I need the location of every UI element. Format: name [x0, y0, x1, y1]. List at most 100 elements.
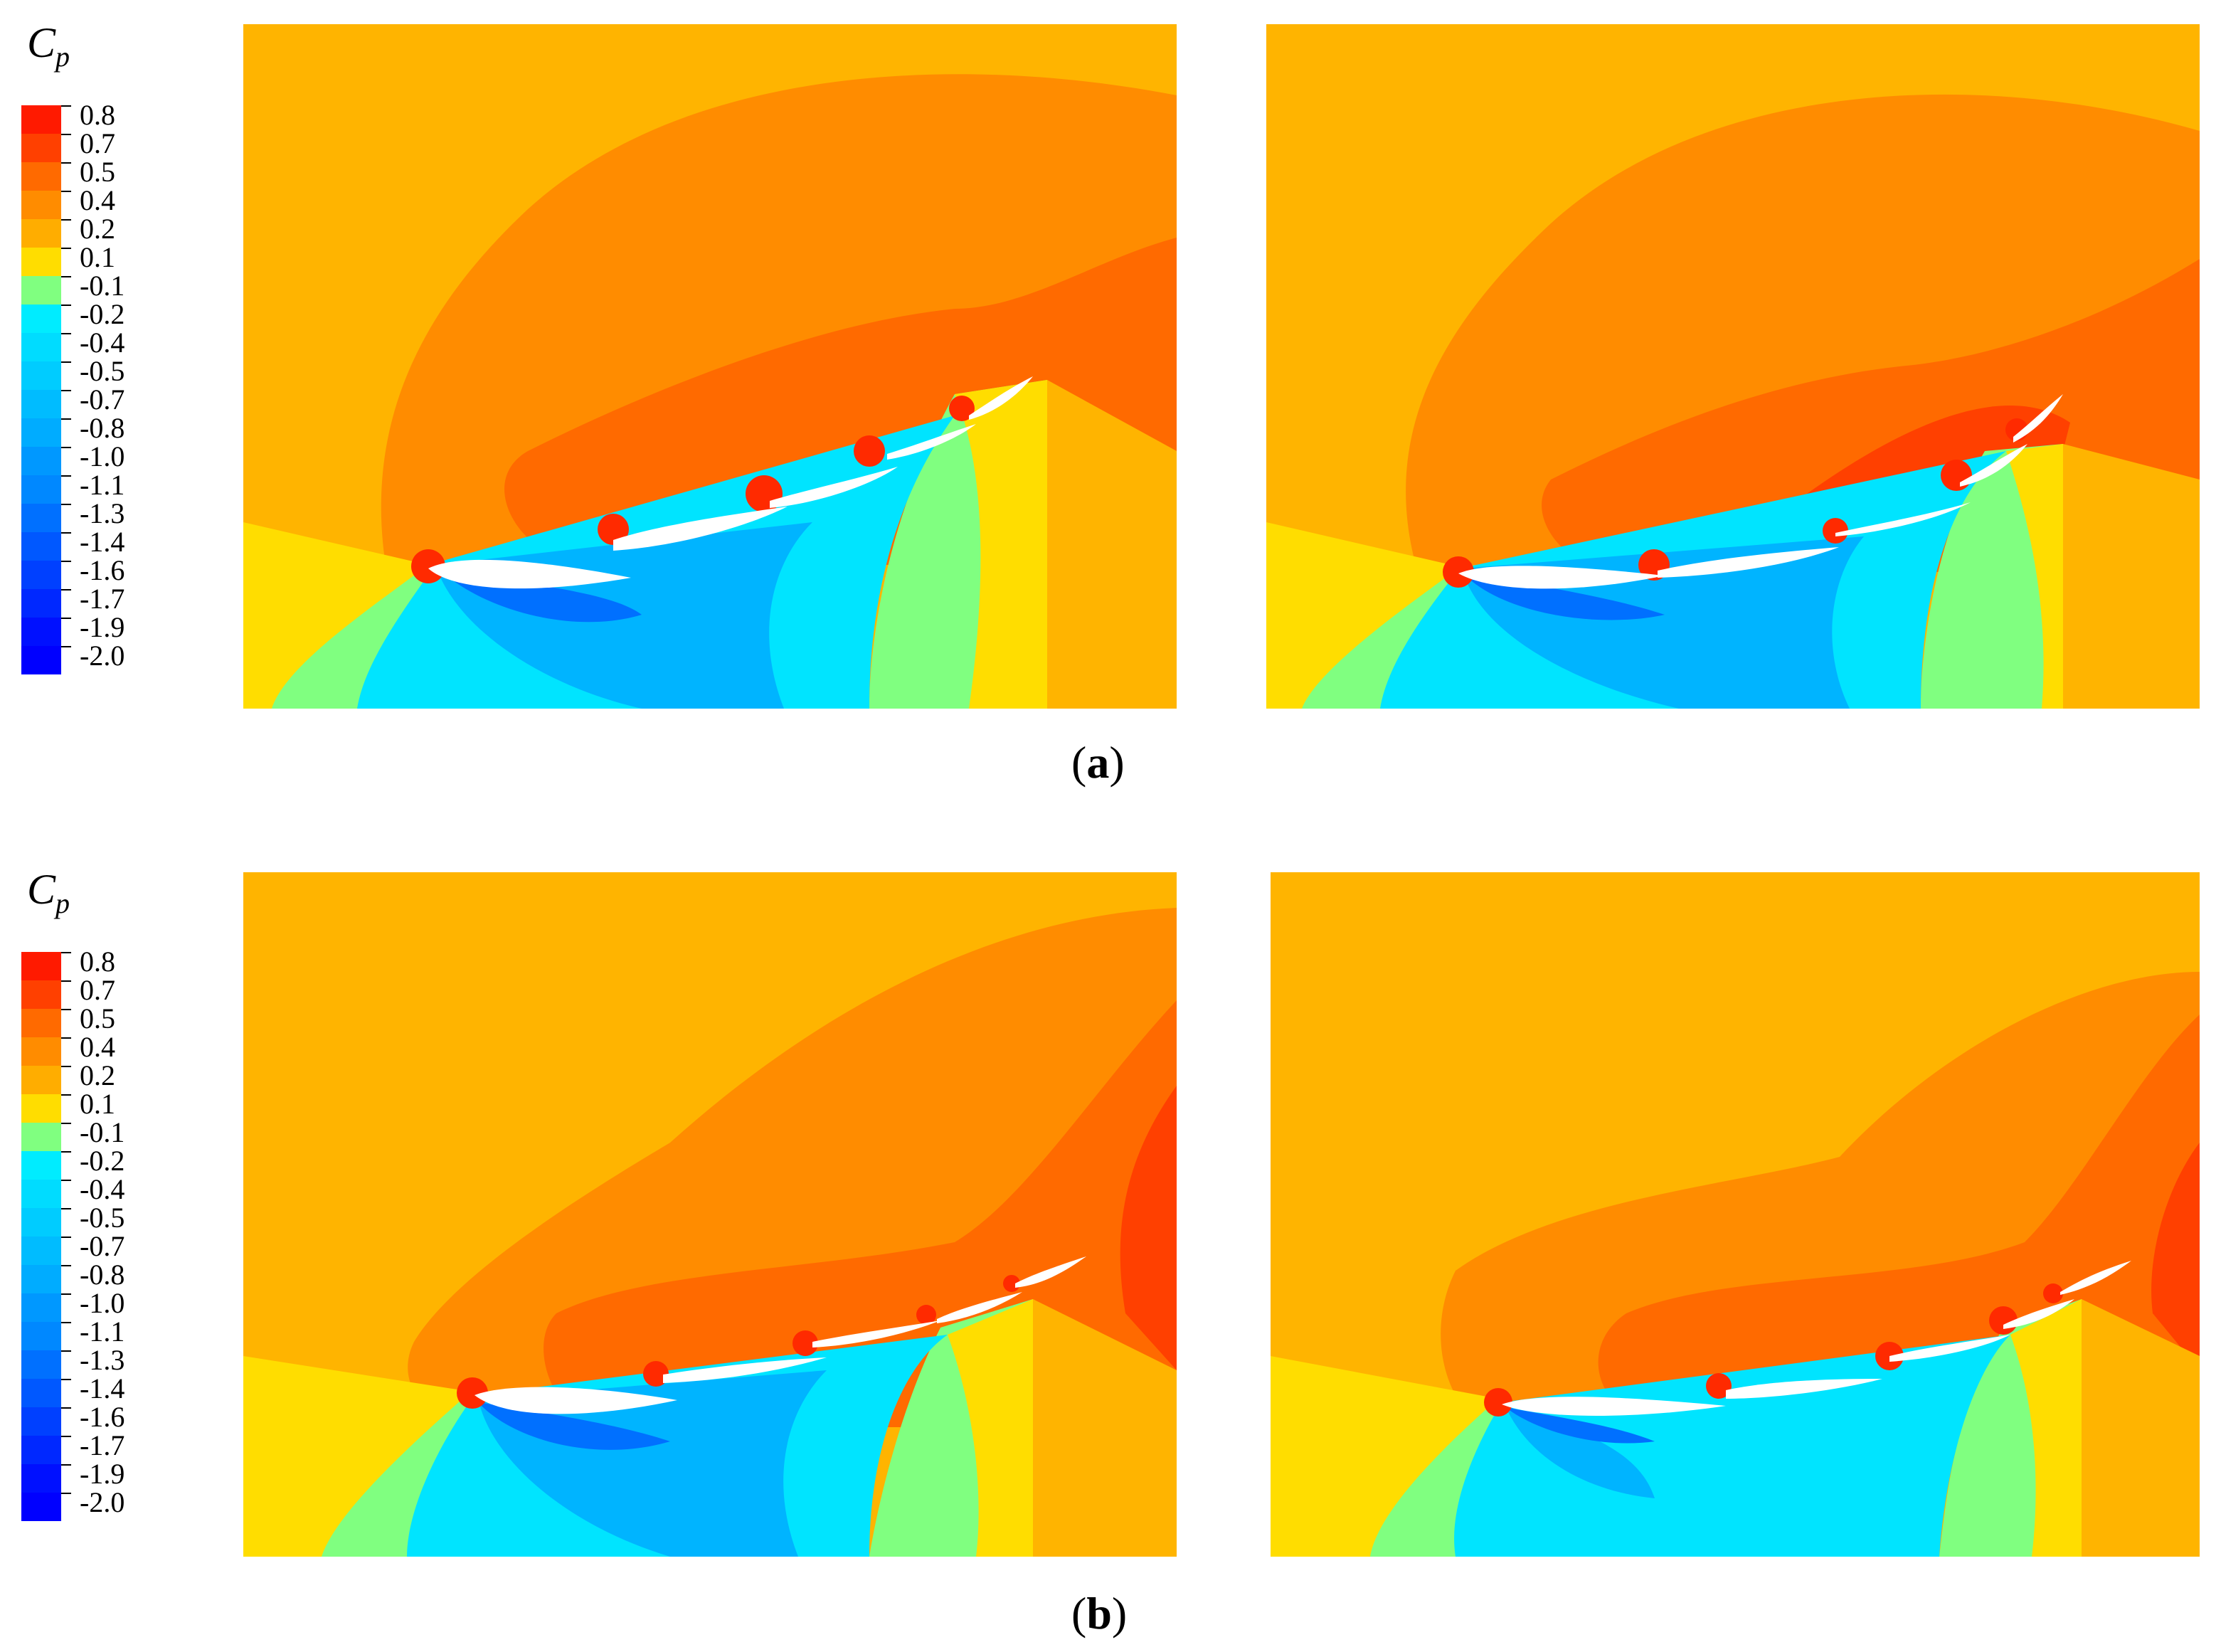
colorbar-swatch — [21, 618, 61, 647]
colorbar-swatch — [21, 1180, 61, 1209]
colorbar-gradient — [21, 952, 71, 1521]
colorbar-swatch — [21, 361, 61, 391]
airfoil-element — [2060, 1261, 2131, 1295]
colorbar-swatch — [21, 589, 61, 618]
airfoil-element — [1960, 444, 2027, 487]
stagnation-point — [411, 549, 445, 583]
peak-pressure-region — [2151, 1143, 2200, 1370]
contour-panel-b-left — [243, 872, 1177, 1557]
colorbar-swatch — [21, 162, 61, 191]
airfoil-element — [428, 559, 631, 589]
stagnation-point — [792, 1330, 818, 1356]
colorbar-tick-label: -1.3 — [80, 1344, 125, 1376]
colorbar-swatch — [21, 1123, 61, 1152]
stagnation-point — [643, 1361, 669, 1387]
downstream-orange-region — [1047, 380, 1177, 709]
colorbar-swatch — [21, 504, 61, 533]
colorbar-swatch — [21, 980, 61, 1010]
colorbar-swatch — [21, 1037, 61, 1066]
colorbar-tick-label: -1.7 — [80, 583, 125, 615]
colorbar-tick-label: -0.5 — [80, 1202, 125, 1234]
stagnation-point — [598, 514, 629, 545]
colorbar-tick-label: -2.0 — [80, 640, 125, 672]
stagnation-point — [1823, 518, 1848, 544]
pressure-contour-plot — [1271, 872, 2200, 1557]
colorbar-tick-label: -1.6 — [80, 1401, 125, 1433]
colorbar-tick-label: 0.2 — [80, 213, 115, 245]
colorbar-swatch — [21, 248, 61, 277]
suction-deep-region — [478, 1402, 670, 1450]
downstream-yellow-region — [948, 1299, 1033, 1557]
colorbar-swatch — [21, 134, 61, 163]
colorbar-a: Cp 0.8 0.7 0.5 0.4 0.2 0.1 -0.1 -0.2 -0.4 -0.5 -0.… — [0, 0, 185, 711]
colorbar-tick-label: -1.4 — [80, 526, 125, 558]
colorbar-tick-label: -0.5 — [80, 355, 125, 387]
colorbar-tick-label: -0.7 — [80, 383, 125, 415]
colorbar-tick-label: -1.4 — [80, 1372, 125, 1404]
colorbar-swatch — [21, 1094, 61, 1123]
stagnation-point — [1484, 1388, 1512, 1417]
suction-deep-region — [1505, 1407, 1655, 1444]
airfoil-element — [2003, 1299, 2074, 1329]
downstream-yellow-region — [2006, 444, 2063, 709]
colorbar-tick-label: -1.9 — [80, 1458, 125, 1490]
colorbar-tick-label: 0.7 — [80, 974, 115, 1006]
downstream-orange-region — [2082, 1299, 2200, 1557]
downstream-yellow-region — [955, 380, 1047, 709]
airfoil-element — [613, 507, 788, 551]
colorbar-swatch — [21, 952, 61, 981]
colorbar-tick-label: -0.2 — [80, 1145, 125, 1177]
colorbar-tick-label: -0.1 — [80, 1116, 125, 1148]
airfoil-element — [937, 1292, 1022, 1323]
colorbar-swatch — [21, 1151, 61, 1180]
colorbar-swatch — [21, 1208, 61, 1237]
colorbar-tick-label: 0.1 — [80, 1088, 115, 1120]
colorbar-tick-label: -1.7 — [80, 1429, 125, 1461]
colorbar-gradient — [21, 105, 71, 674]
airfoil-element — [1726, 1379, 1882, 1399]
pressure-contour-plot — [1266, 24, 2200, 709]
colorbar-tick-label: -0.8 — [80, 412, 125, 444]
airfoil-element — [887, 424, 976, 460]
airfoil-element — [770, 467, 898, 508]
colorbar-swatch — [21, 1293, 61, 1323]
colorbar-b: Cp 0.8 0.7 0.5 0.4 0.2 0.1 -0.1 -0.2 -0.4 -0.5 -0.… — [0, 847, 185, 1558]
colorbar-tick-label: -1.1 — [80, 469, 125, 501]
airfoil-element — [1889, 1335, 2010, 1362]
colorbar-tick-label: -0.8 — [80, 1259, 125, 1291]
stagnation-point — [2043, 1283, 2063, 1303]
colorbar-swatch — [21, 276, 61, 305]
colorbar-tick-label: -0.1 — [80, 270, 125, 302]
colorbar-swatch — [21, 390, 61, 419]
caption-b: (b) — [1071, 1588, 1128, 1638]
colorbar-swatch — [21, 1265, 61, 1294]
stagnation-point — [1706, 1373, 1732, 1399]
colorbar-swatch — [21, 1066, 61, 1095]
colorbar-tick-label: -0.4 — [80, 327, 125, 359]
peak-pressure-region — [1120, 1086, 1177, 1370]
downstream-yellow-region — [2010, 1299, 2082, 1557]
colorbar-tick-label: 0.5 — [80, 1002, 115, 1034]
colorbar-swatch — [21, 191, 61, 220]
suction-blue-region — [1505, 1406, 1655, 1498]
airfoil-element — [475, 1387, 677, 1414]
colorbar-tick-label: 0.8 — [80, 99, 115, 131]
colorbar-swatch — [21, 1350, 61, 1380]
contour-panel-b-right — [1271, 872, 2200, 1557]
airfoil-element — [1502, 1397, 1726, 1416]
colorbar-swatch — [21, 305, 61, 334]
colorbar-swatch — [21, 1493, 61, 1521]
airfoil-element — [663, 1357, 827, 1383]
colorbar-swatch — [21, 105, 61, 134]
contour-panel-a-left — [243, 24, 1177, 709]
colorbar-tick-label: -0.7 — [80, 1230, 125, 1262]
colorbar-tick-label: 0.7 — [80, 127, 115, 159]
colorbar-swatch — [21, 532, 61, 561]
colorbar-swatch — [21, 561, 61, 590]
colorbar-tick-label: 0.2 — [80, 1059, 115, 1091]
stagnation-point — [916, 1305, 936, 1325]
stagnation-point — [457, 1377, 488, 1409]
colorbar-swatch — [21, 418, 61, 448]
colorbar-tick-label: -1.0 — [80, 1287, 125, 1319]
colorbar-swatch — [21, 1237, 61, 1266]
